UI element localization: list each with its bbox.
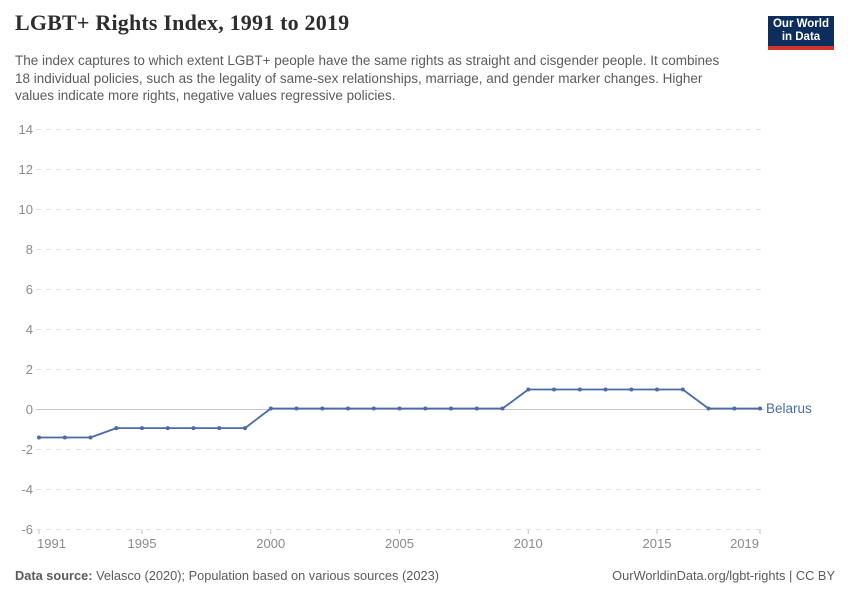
data-point xyxy=(346,406,350,411)
data-point xyxy=(732,406,737,411)
data-point xyxy=(114,426,119,431)
y-axis-label: 0 xyxy=(26,402,33,417)
x-axis-label: 2015 xyxy=(643,536,672,551)
data-point xyxy=(37,435,41,440)
data-point xyxy=(268,406,273,411)
data-point xyxy=(758,406,762,411)
data-point xyxy=(397,406,402,411)
data-point xyxy=(655,387,659,392)
data-point xyxy=(191,426,196,431)
x-axis-label: 1995 xyxy=(128,536,157,551)
owid-logo-line2: in Data xyxy=(781,31,821,43)
owid-logo-line1: Our World xyxy=(772,18,829,30)
data-point xyxy=(603,387,608,392)
y-axis-label: 6 xyxy=(26,282,33,297)
data-point xyxy=(165,426,170,431)
y-axis-label: 2 xyxy=(26,362,33,377)
data-point xyxy=(62,435,67,440)
data-point xyxy=(577,387,582,392)
y-axis-label: 8 xyxy=(26,242,33,257)
footer-link[interactable]: OurWorldinData.org/lgbt-rights | CC BY xyxy=(612,568,835,583)
data-point xyxy=(371,406,376,411)
data-source: Data source: Velasco (2020); Population … xyxy=(15,568,439,583)
x-axis-label: 2000 xyxy=(256,536,285,551)
x-axis-label: 2010 xyxy=(514,536,543,551)
y-axis-label: 12 xyxy=(19,162,33,177)
data-point xyxy=(217,426,222,431)
data-point xyxy=(552,387,556,392)
data-point xyxy=(423,406,428,411)
data-point xyxy=(629,387,634,392)
y-axis-label: 10 xyxy=(19,202,33,217)
series-label[interactable]: Belarus xyxy=(766,401,812,416)
y-axis-label: 14 xyxy=(19,122,33,137)
chart-footer: Data source: Velasco (2020); Population … xyxy=(15,568,835,583)
data-point xyxy=(474,406,479,411)
y-axis-label: -4 xyxy=(21,482,33,497)
owid-logo[interactable]: Our World in Data xyxy=(768,16,834,50)
data-point xyxy=(706,406,711,411)
data-source-text: Velasco (2020); Population based on vari… xyxy=(92,568,439,583)
chart-subtitle: The index captures to which extent LGBT+… xyxy=(15,53,720,104)
data-point xyxy=(526,387,531,392)
x-axis-label: 2005 xyxy=(385,536,414,551)
data-point xyxy=(243,426,247,431)
y-axis-label: -6 xyxy=(21,522,33,537)
page-title: LGBT+ Rights Index, 1991 to 2019 xyxy=(15,10,350,35)
data-point xyxy=(320,406,325,411)
y-axis-label: -2 xyxy=(21,442,33,457)
series-line xyxy=(39,388,760,439)
y-axis-label: 4 xyxy=(26,322,33,337)
data-point xyxy=(140,426,144,431)
data-source-label: Data source: xyxy=(15,568,93,583)
data-point xyxy=(449,406,453,411)
data-point xyxy=(680,387,685,392)
data-point xyxy=(88,435,93,440)
data-point xyxy=(500,406,505,411)
data-point xyxy=(294,406,299,411)
x-axis-label: 1991 xyxy=(37,536,66,551)
x-axis-label: 2019 xyxy=(730,536,759,551)
